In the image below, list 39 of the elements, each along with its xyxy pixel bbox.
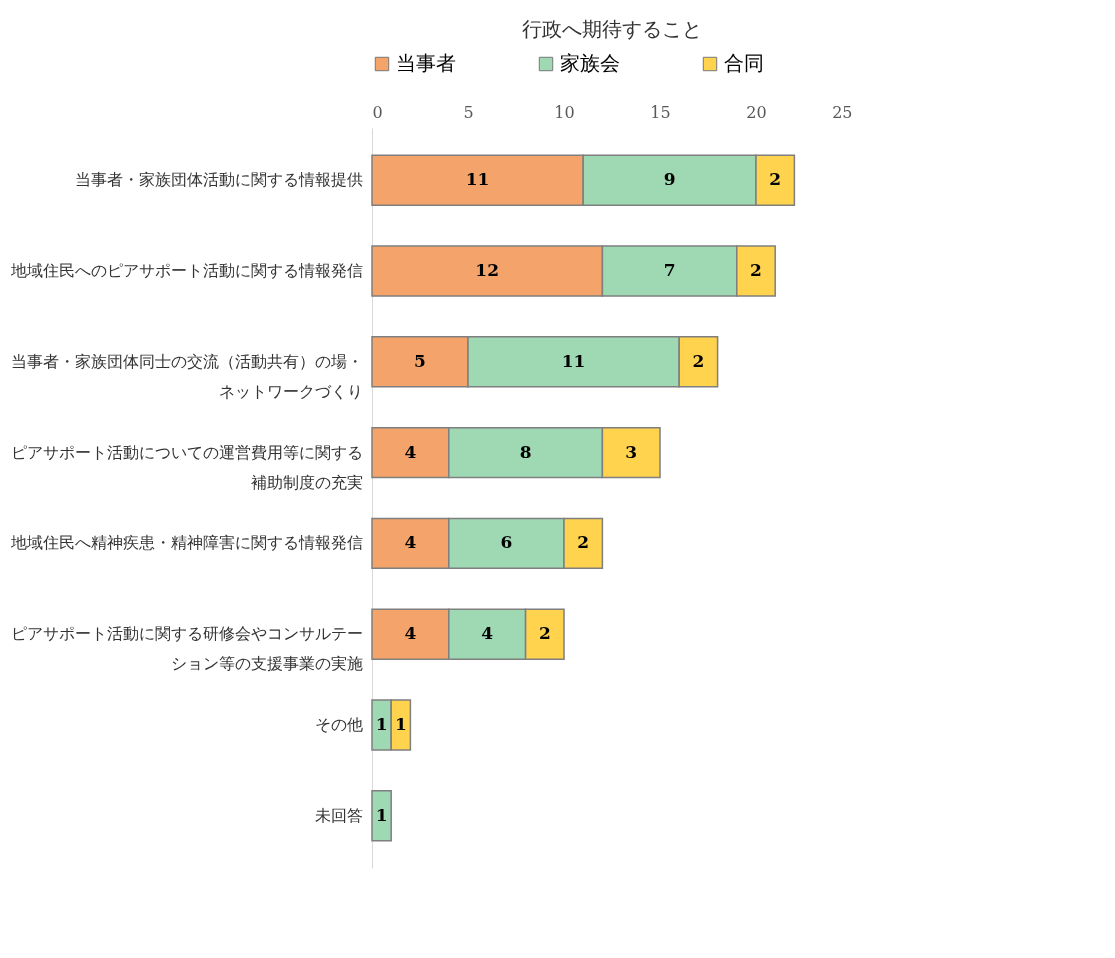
data-label: 7 <box>663 260 676 281</box>
data-label: 4 <box>404 532 417 553</box>
chart-title: 行政へ期待すること <box>522 17 702 41</box>
data-label: 2 <box>538 623 551 644</box>
data-label: 6 <box>500 532 513 553</box>
x-tick-label: 5 <box>463 102 474 122</box>
data-label: 9 <box>663 169 676 190</box>
y-tick-label: 当事者・家族団体活動に関する情報提供 <box>74 170 363 190</box>
data-label: 2 <box>577 532 590 553</box>
data-label: 4 <box>481 623 494 644</box>
data-label: 2 <box>692 350 705 371</box>
y-tick-label: 地域住民へのピアサポート活動に関する情報発信 <box>9 261 363 281</box>
data-label: 1 <box>375 804 388 825</box>
x-tick-label: 15 <box>650 102 671 122</box>
data-label: 2 <box>750 260 762 281</box>
legend-label: 合同 <box>724 51 764 75</box>
data-label: 11 <box>465 169 490 190</box>
legend-label: 家族会 <box>560 51 620 75</box>
y-tick-label: 当事者・家族団体同士の交流（活動共有）の場・ネットワークづくり <box>10 351 363 401</box>
x-tick-label: 25 <box>832 102 853 122</box>
data-label: 8 <box>519 441 532 462</box>
y-tick-label: ピアサポート活動に関する研修会やコンサルテーション等の支援事業の実施 <box>10 624 363 674</box>
data-label: 11 <box>561 350 586 371</box>
data-label: 4 <box>404 623 417 644</box>
data-label: 12 <box>475 260 500 281</box>
y-tick-label: 地域住民へ精神疾患・精神障害に関する情報発信 <box>9 533 363 553</box>
legend-label: 当事者 <box>396 51 456 75</box>
y-tick-label: その他 <box>314 714 363 734</box>
x-tick-label: 20 <box>746 102 767 122</box>
x-tick-label: 0 <box>372 102 383 122</box>
data-label: 1 <box>394 713 407 734</box>
data-label: 2 <box>769 169 782 190</box>
data-label: 3 <box>625 441 638 462</box>
data-label: 5 <box>414 350 426 371</box>
x-tick-label: 10 <box>554 102 575 122</box>
y-tick-label: ピアサポート活動についての運営費用等に関する補助制度の充実 <box>10 442 363 492</box>
data-label: 1 <box>375 713 388 734</box>
data-label: 4 <box>404 441 417 462</box>
y-tick-label: 未回答 <box>314 805 363 825</box>
